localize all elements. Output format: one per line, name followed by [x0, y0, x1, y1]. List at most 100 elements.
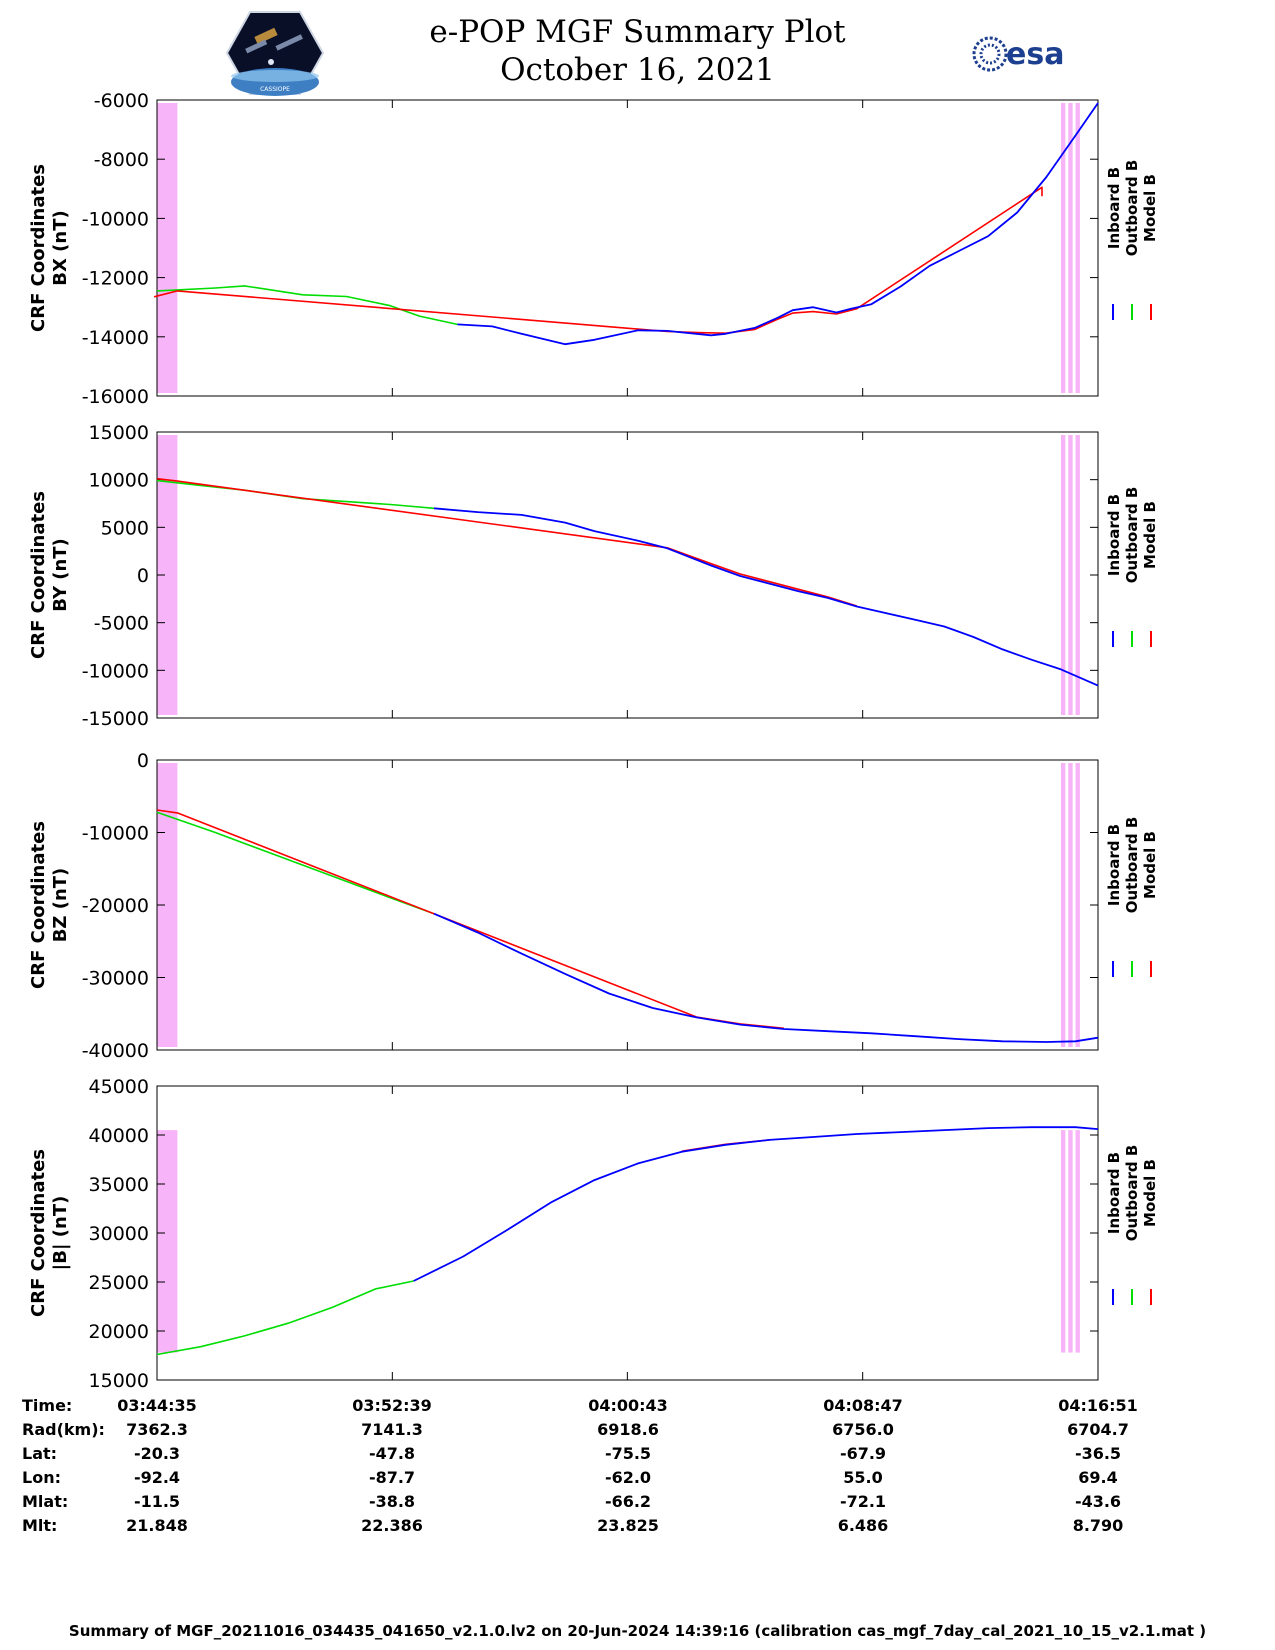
series-inboard-b [433, 912, 1099, 1043]
ephemeris-cell: 69.4 [1078, 1468, 1118, 1487]
y-tick-label: 0 [137, 565, 149, 587]
ephemeris-row-label: Time: [22, 1396, 73, 1415]
y-axis-label: CRF CoordinatesBZ (nT) [28, 821, 71, 989]
y-tick-label: 5000 [101, 517, 149, 539]
legend-label: Outboard B [1123, 487, 1141, 584]
y-tick-label: 30000 [89, 1223, 149, 1245]
panel-1: -16000 -14000 -12000 -10000 -8000 -6000 CRF Co… [28, 90, 1159, 408]
y-axis-label-line1: CRF Coordinates [28, 491, 49, 659]
y-axis-label-line1: CRF Coordinates [28, 1149, 49, 1317]
ephemeris-cell: 21.848 [126, 1516, 188, 1535]
legend-label: Model B [1141, 501, 1159, 569]
data-gap-shade [157, 435, 178, 715]
data-gap-shade [1075, 763, 1080, 1047]
legend-label: Outboard B [1123, 1145, 1141, 1242]
ephemeris-cell: 03:52:39 [352, 1396, 432, 1415]
y-axis-label: CRF CoordinatesBX (nT) [28, 164, 71, 332]
data-gap-shade [1075, 103, 1080, 393]
y-tick-label: 40000 [89, 1125, 149, 1147]
ephemeris-cell: 23.825 [597, 1516, 659, 1535]
y-tick-label: -30000 [82, 968, 149, 990]
data-gap-shade [1060, 1130, 1066, 1353]
legend-label: Inboard B [1105, 167, 1123, 249]
ephemeris-cell: 55.0 [843, 1468, 883, 1487]
data-gap-shade [1075, 435, 1080, 715]
y-tick-label: 15000 [89, 422, 149, 444]
ephemeris-cell: 8.790 [1072, 1516, 1124, 1535]
y-tick-label: -8000 [94, 149, 149, 171]
ephemeris-cell: -72.1 [839, 1492, 887, 1511]
series-outboard-b [156, 285, 458, 326]
y-tick-label: -20000 [82, 895, 149, 917]
data-gap-shade [157, 103, 178, 393]
y-tick-label: 20000 [89, 1321, 149, 1343]
ephemeris-row-label: Rad(km): [22, 1420, 105, 1439]
y-tick-label: -10000 [82, 823, 149, 845]
panel-4: 15000 20000 25000 30000 35000 40000 45000 CRF C… [28, 1076, 1159, 1392]
header: e-POP MGF Summary Plot October 16, 2021 … [0, 0, 1275, 100]
y-axis-label-line2: |B| (nT) [50, 1196, 71, 1271]
y-tick-label: -15000 [82, 708, 149, 730]
series-inboard-b [413, 1126, 1099, 1282]
ephemeris-cell: -38.8 [368, 1492, 416, 1511]
legend-label: Inboard B [1105, 1152, 1123, 1234]
legend-label: Outboard B [1123, 160, 1141, 257]
series-outboard-b [156, 811, 435, 915]
series-model-b [156, 809, 784, 1030]
ephemeris-cell: -20.3 [133, 1444, 181, 1463]
ephemeris-cell: 04:00:43 [588, 1396, 668, 1415]
ephemeris-cell: 04:16:51 [1058, 1396, 1138, 1415]
ephemeris-cell: 6.486 [837, 1516, 889, 1535]
y-axis-label-line1: CRF Coordinates [28, 164, 49, 332]
ephemeris-cell: 7141.3 [361, 1420, 423, 1439]
y-tick-label: 15000 [89, 1370, 149, 1392]
legend-label: Outboard B [1123, 817, 1141, 914]
y-tick-label: -14000 [82, 327, 149, 349]
y-tick-label: -6000 [94, 90, 149, 112]
plot-title: e-POP MGF Summary Plot [429, 14, 846, 50]
ephemeris-cell: -92.4 [133, 1468, 181, 1487]
y-axis-label-line1: CRF Coordinates [28, 821, 49, 989]
esa-logo-text: esa [1006, 37, 1064, 72]
ephemeris-row-label: Lat: [22, 1444, 58, 1463]
ephemeris-cell: 03:44:35 [117, 1396, 197, 1415]
ephemeris-row-label: Lon: [22, 1468, 61, 1487]
y-tick-label: -12000 [82, 268, 149, 290]
ephemeris-cell: -36.5 [1074, 1444, 1122, 1463]
ephemeris-cell: 6704.7 [1067, 1420, 1129, 1439]
data-gap-shade [1068, 435, 1073, 715]
data-gap-shade [1068, 103, 1073, 393]
y-tick-label: -40000 [82, 1040, 149, 1062]
y-tick-label: 25000 [89, 1272, 149, 1294]
data-gap-shade [1060, 763, 1066, 1047]
y-tick-label: 10000 [89, 470, 149, 492]
ephemeris-cell: -66.2 [604, 1492, 652, 1511]
ephemeris-cell: 04:08:47 [823, 1396, 903, 1415]
ephemeris-row-label: Mlat: [22, 1492, 69, 1511]
ephemeris-cell: 6918.6 [597, 1420, 659, 1439]
data-gap-shade [1075, 1130, 1080, 1353]
y-axis-label-line2: BY (nT) [50, 538, 71, 612]
legend-label: Model B [1141, 1159, 1159, 1227]
y-tick-label: 0 [137, 750, 149, 772]
ephemeris-cell: -43.6 [1074, 1492, 1122, 1511]
plot-frame [156, 759, 1099, 1051]
y-tick-label: -10000 [82, 208, 149, 230]
ephemeris-cell: -62.0 [604, 1468, 652, 1487]
cassiope-logo-text: CASSIOPE [260, 86, 290, 93]
series-model-b [153, 186, 1043, 335]
esa-logo: esa [972, 36, 1064, 72]
data-gap-shade [1068, 1130, 1073, 1353]
y-tick-label: -16000 [82, 386, 149, 408]
data-gap-shade [1060, 103, 1066, 393]
panel-3: -40000 -30000 -20000 -10000 0 CRF Coordinates… [28, 750, 1159, 1062]
ephemeris-cell: -11.5 [133, 1492, 181, 1511]
y-tick-label: 35000 [89, 1174, 149, 1196]
ephemeris-cell: -75.5 [604, 1444, 652, 1463]
ephemeris-cell: -67.9 [839, 1444, 887, 1463]
ephemeris-cell: 6756.0 [832, 1420, 894, 1439]
data-gap-shade [157, 763, 178, 1047]
ephemeris-row-label: Mlt: [22, 1516, 58, 1535]
y-axis-label-line2: BZ (nT) [50, 868, 71, 943]
